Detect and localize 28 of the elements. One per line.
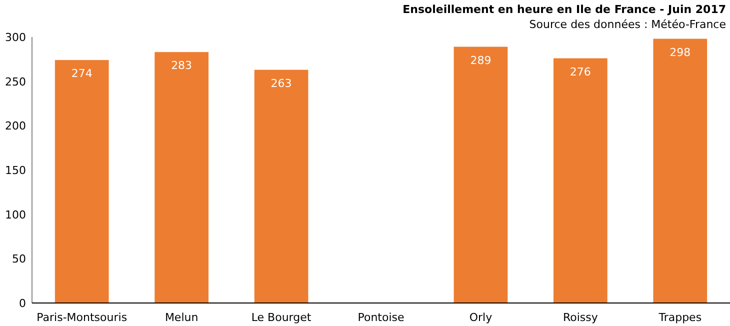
y-tick-label: 0 bbox=[19, 297, 26, 310]
data-label: 283 bbox=[171, 59, 192, 72]
y-tick-label: 150 bbox=[5, 164, 26, 177]
x-tick-label: Le Bourget bbox=[251, 311, 312, 324]
data-label: 289 bbox=[470, 54, 492, 67]
chart-title: Ensoleillement en heure en Ile de France - Juin 2017 bbox=[402, 3, 726, 16]
y-tick-label: 300 bbox=[5, 31, 26, 44]
x-tick-label: Roissy bbox=[562, 311, 598, 324]
bar bbox=[154, 52, 208, 303]
data-label: 298 bbox=[670, 46, 691, 59]
bar bbox=[54, 60, 109, 303]
x-tick-label: Melun bbox=[164, 311, 198, 324]
y-tick-label: 100 bbox=[5, 208, 26, 222]
bar bbox=[454, 46, 508, 303]
y-tick-label: 250 bbox=[5, 75, 26, 88]
bar bbox=[653, 38, 708, 303]
data-label: 274 bbox=[71, 67, 92, 80]
y-tick-label: 50 bbox=[12, 252, 26, 266]
x-tick-label: Trappes bbox=[658, 311, 702, 324]
data-label: 263 bbox=[270, 76, 292, 90]
bar bbox=[554, 58, 608, 303]
y-tick-label: 200 bbox=[5, 120, 26, 133]
x-tick-label: Orly bbox=[469, 311, 493, 324]
source-note: Source des données : Météo-France bbox=[529, 18, 726, 31]
data-label: 276 bbox=[570, 65, 591, 78]
x-tick-label: Pontoise bbox=[358, 311, 404, 324]
x-tick-label: Paris-Montsouris bbox=[36, 311, 128, 324]
bar bbox=[254, 70, 308, 303]
